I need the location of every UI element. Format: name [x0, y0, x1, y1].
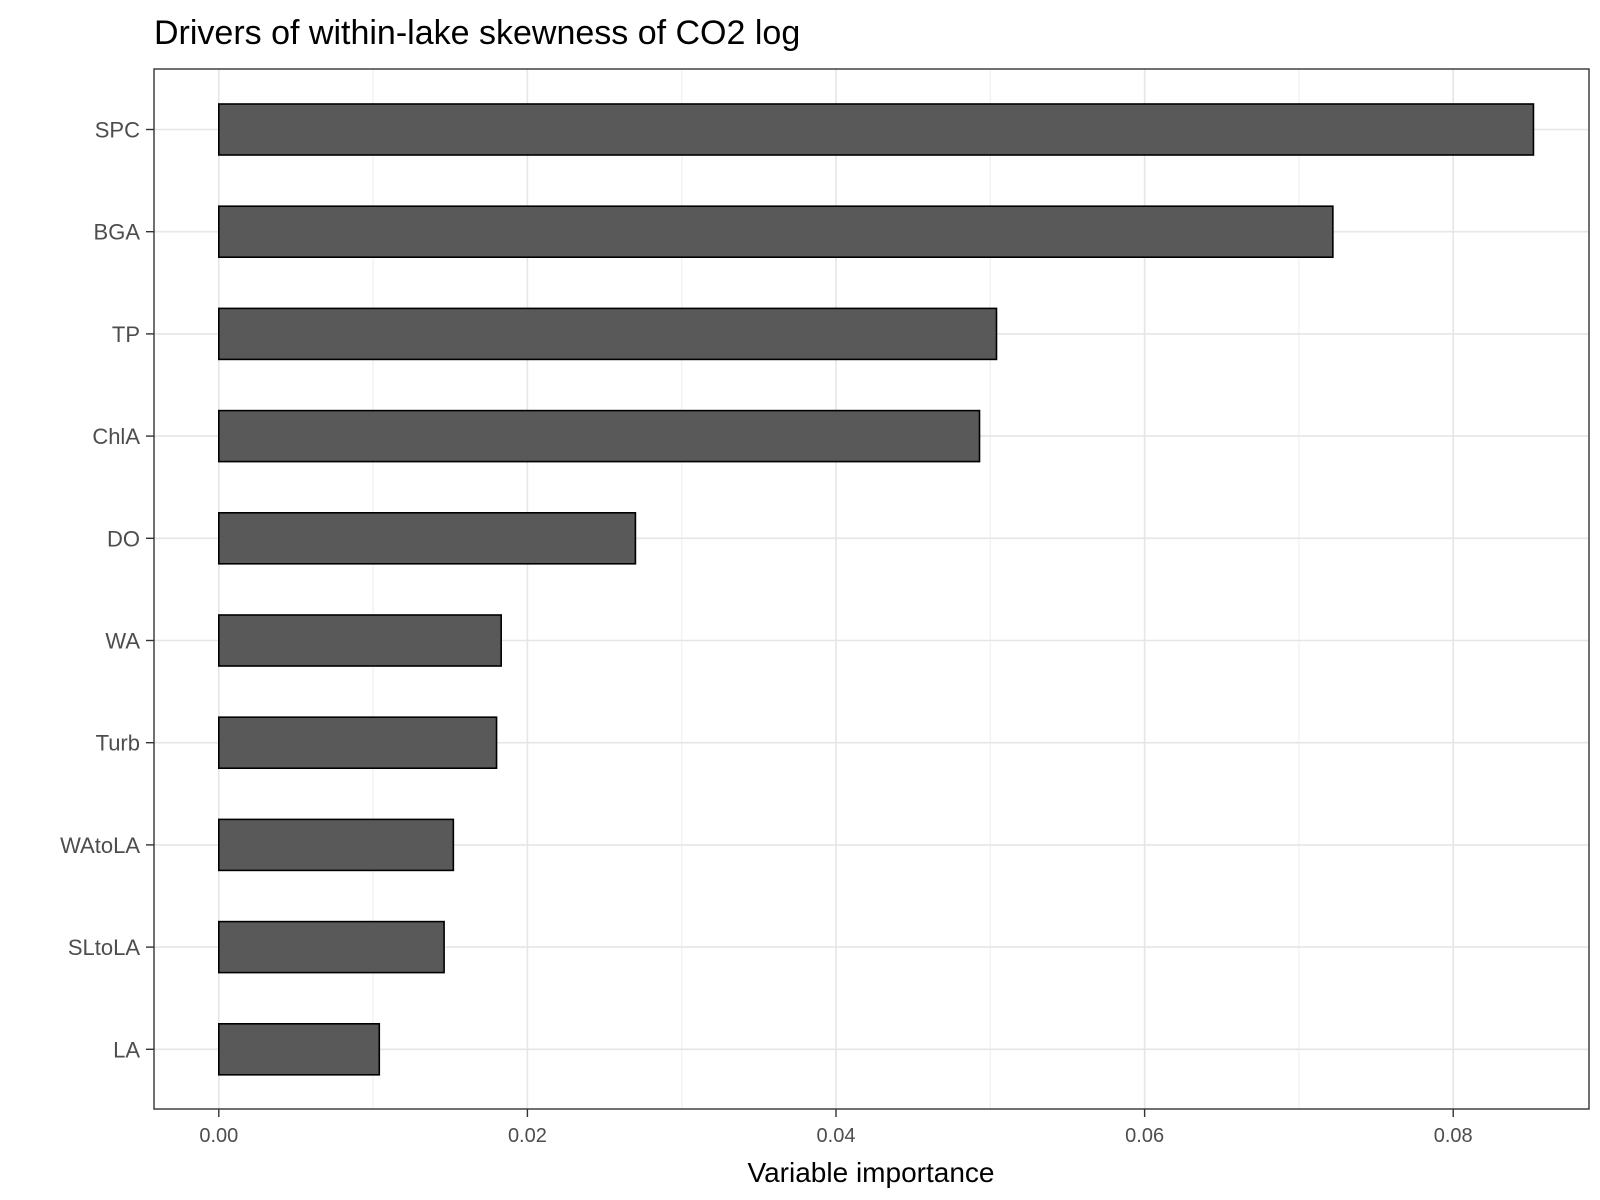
bar-la [218, 1022, 381, 1076]
y-tick-label: WA [105, 629, 140, 654]
y-tick-label: BGA [94, 220, 141, 245]
x-axis-title: Variable importance [748, 1157, 995, 1188]
y-axis: SPC BGA TP ChlA DO WA Turb WAtoLA SLtoLA LA [60, 118, 154, 1062]
x-tick-label: 0.04 [817, 1125, 856, 1147]
bar-chla [218, 409, 981, 463]
chart-title: Drivers of within-lake skewness of CO2 l… [154, 14, 800, 52]
y-tick-label: TP [112, 322, 140, 347]
x-tick-label: 0.02 [508, 1125, 547, 1147]
y-tick-label: SPC [95, 118, 140, 143]
y-tick-label: SLtoLA [68, 935, 140, 960]
bar-turb [218, 716, 498, 770]
bar-do [218, 511, 637, 565]
x-tick-label: 0.06 [1125, 1125, 1164, 1147]
y-tick-label: LA [113, 1037, 140, 1062]
bar-sltola [218, 920, 445, 974]
bar-bga [218, 205, 1334, 258]
x-tick-label: 0.08 [1434, 1125, 1473, 1147]
y-tick-label: ChlA [92, 424, 140, 449]
y-tick-label: Turb [96, 731, 140, 756]
bar-watola [218, 818, 455, 872]
x-tick-label: 0.00 [199, 1125, 238, 1147]
y-tick-label: WAtoLA [60, 833, 140, 858]
bar-wa [218, 614, 502, 667]
bar-spc [218, 103, 1535, 156]
bars [218, 103, 1535, 1076]
bar-tp [218, 307, 998, 361]
x-axis: 0.00 0.02 0.04 0.06 0.08 [199, 1109, 1473, 1147]
y-tick-label: DO [107, 526, 140, 551]
plot-panel-border [153, 68, 1590, 1110]
